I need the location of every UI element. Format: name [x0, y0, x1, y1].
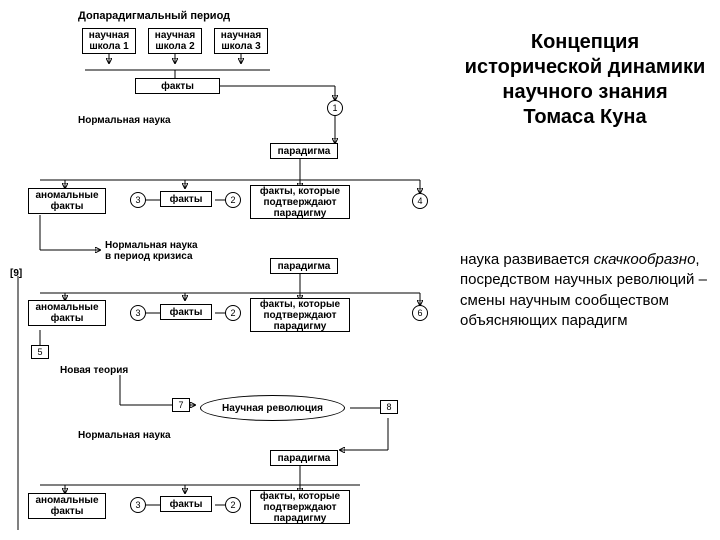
box-school1: научнаяшкола 1	[82, 28, 136, 54]
ellipse-revolution: Научная революция	[200, 395, 345, 421]
num-8: 8	[380, 400, 398, 414]
box-school3: научнаяшкола 3	[214, 28, 268, 54]
num-2b: 2	[225, 305, 241, 321]
label-normal-1: Нормальная наука	[78, 115, 171, 126]
title-line-1: Концепция	[531, 31, 639, 53]
num-4: 4	[412, 193, 428, 209]
num-7: 7	[172, 398, 190, 412]
box-paradigm-3: парадигма	[270, 450, 338, 466]
box-facts-2: факты	[160, 304, 212, 320]
box-anomal-1: аномальныефакты	[28, 188, 106, 214]
box-paradigm-1: парадигма	[270, 143, 338, 159]
box-confirm-1: факты, которыеподтверждаютпарадигму	[250, 185, 350, 219]
title-line-4: Томаса Куна	[523, 106, 646, 128]
box-confirm-2: факты, которыеподтверждаютпарадигму	[250, 298, 350, 332]
num-6: 6	[412, 305, 428, 321]
diagram-area: Допарадигмальный период научнаяшкола 1 н…	[0, 0, 450, 540]
body-text: наука развивается скачкообразно, посредс…	[460, 250, 710, 331]
label-preparadigm: Допарадигмальный период	[78, 10, 230, 22]
num-5: 5	[31, 345, 49, 359]
box-confirm-3: факты, которыеподтверждаютпарадигму	[250, 490, 350, 524]
box-anomal-2: аномальныефакты	[28, 300, 106, 326]
box-facts-1: факты	[160, 191, 212, 207]
title-line-3: научного знания	[502, 81, 667, 103]
label-normal-2: Нормальная наука	[78, 430, 171, 441]
num-3a: 3	[130, 192, 146, 208]
num-3b: 3	[130, 305, 146, 321]
num-2a: 2	[225, 192, 241, 208]
label-new-theory: Новая теория	[60, 365, 128, 376]
main-title: Концепция исторической динамики научного…	[460, 30, 710, 130]
box-paradigm-2: парадигма	[270, 258, 338, 274]
num-9: [9]	[10, 268, 22, 279]
box-school2: научнаяшкола 2	[148, 28, 202, 54]
label-crisis: Нормальная наукав период кризиса	[105, 240, 225, 262]
num-2c: 2	[225, 497, 241, 513]
num-1: 1	[327, 100, 343, 116]
box-anomal-3: аномальныефакты	[28, 493, 106, 519]
box-facts-0: факты	[135, 78, 220, 94]
title-line-2: исторической динамики	[465, 56, 706, 78]
box-facts-3: факты	[160, 496, 212, 512]
connector-lines	[0, 0, 450, 540]
right-panel: Концепция исторической динамики научного…	[460, 30, 710, 331]
num-3c: 3	[130, 497, 146, 513]
